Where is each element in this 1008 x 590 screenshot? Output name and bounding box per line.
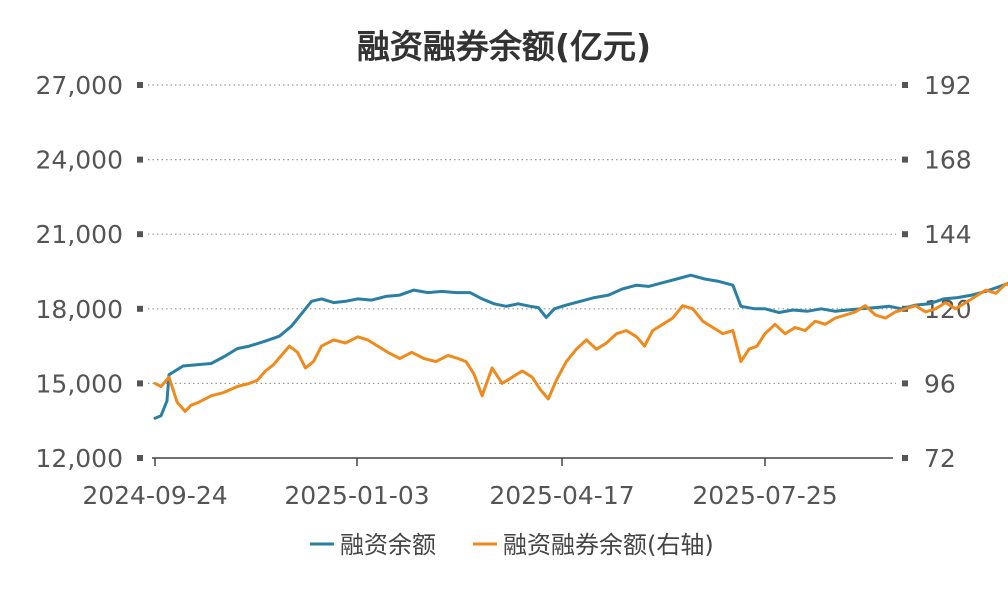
x-tick-label: 2025-04-17 bbox=[489, 481, 634, 510]
left-tick-label: 27,000 bbox=[36, 71, 123, 100]
legend: 融资余额 融资融券余额(右轴) bbox=[310, 531, 714, 559]
right-tick-mark bbox=[902, 455, 908, 461]
chart-title: 融资融券余额(亿元) bbox=[357, 27, 651, 66]
x-tick-label: 2025-07-25 bbox=[692, 481, 837, 510]
right-tick-label: 192 bbox=[924, 71, 972, 100]
right-tick-label: 168 bbox=[924, 146, 972, 175]
legend-label: 融资融券余额(右轴) bbox=[503, 531, 714, 559]
right-tick-label: 144 bbox=[924, 220, 972, 249]
grid-layer bbox=[148, 84, 896, 384]
right-tick-mark bbox=[902, 231, 908, 238]
right-tick-mark bbox=[902, 156, 908, 163]
series-line-right bbox=[153, 282, 1008, 413]
series-line-left bbox=[153, 273, 1008, 420]
left-tick-mark bbox=[137, 156, 143, 163]
left-tick-mark bbox=[137, 82, 143, 88]
left-tick-label: 18,000 bbox=[36, 295, 123, 324]
left-tick-label: 24,000 bbox=[36, 146, 123, 175]
left-tick-mark bbox=[137, 380, 143, 387]
left-tick-mark bbox=[137, 305, 143, 312]
left-tick-mark bbox=[137, 231, 143, 238]
right-tick-mark bbox=[902, 380, 908, 387]
left-tick-label: 21,000 bbox=[36, 220, 123, 249]
legend-label: 融资余额 bbox=[340, 531, 436, 559]
x-tick-label: 2025-01-03 bbox=[284, 481, 429, 510]
right-tick-label: 72 bbox=[924, 444, 956, 473]
x-tick-label: 2024-09-24 bbox=[82, 481, 227, 510]
left-tick-label: 12,000 bbox=[36, 444, 123, 473]
left-tick-label: 15,000 bbox=[36, 369, 123, 398]
right-tick-mark bbox=[902, 82, 908, 88]
right-tick-label: 96 bbox=[924, 369, 956, 398]
left-tick-mark bbox=[137, 455, 143, 461]
series-layer bbox=[153, 273, 1008, 420]
